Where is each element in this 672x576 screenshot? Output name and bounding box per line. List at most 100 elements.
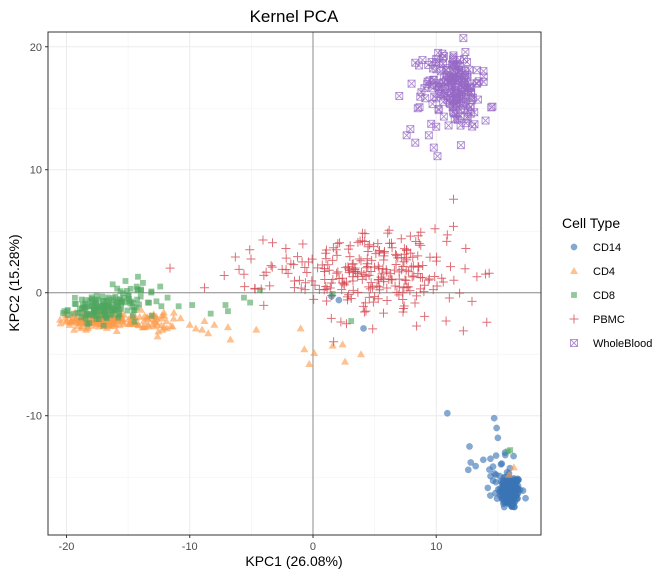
data-point-pbmc [399, 244, 409, 254]
legend-label: PBMC [593, 314, 625, 326]
data-point-pbmc [412, 321, 422, 331]
data-point-cd8 [84, 321, 91, 328]
data-point-cd4 [226, 335, 235, 343]
data-point-pbmc [365, 284, 375, 294]
data-point-pbmc [402, 245, 412, 255]
data-point-pbmc [455, 288, 465, 298]
data-point-pbmc [304, 257, 314, 267]
data-point-cd4 [296, 324, 305, 332]
data-point-pbmc [310, 280, 320, 290]
data-point-pbmc [373, 294, 383, 304]
data-point-pbmc [391, 251, 401, 261]
data-point-cd8 [114, 305, 121, 312]
data-point-cd14 [360, 324, 367, 332]
legend-label: WholeBlood [593, 338, 652, 350]
data-point-wholeblood [417, 88, 426, 97]
data-point-cd8 [131, 318, 138, 325]
data-point-pbmc [325, 283, 335, 293]
data-point-pbmc [398, 261, 408, 271]
data-point-cd8 [64, 312, 71, 318]
data-point-cd14 [443, 409, 451, 417]
data-point-pbmc [449, 275, 459, 285]
data-point-pbmc [200, 283, 210, 293]
y-axis-ticks: -10 0 10 20 [26, 42, 48, 423]
data-point-cd4 [111, 319, 120, 327]
data-point-cd4 [70, 325, 79, 333]
data-point-pbmc [300, 278, 310, 288]
data-point-cd14 [479, 456, 487, 464]
data-point-wholeblood [432, 65, 441, 74]
data-point-pbmc [392, 287, 402, 297]
data-point-pbmc [281, 253, 291, 263]
data-point-pbmc [344, 265, 354, 275]
y-tick-label: -10 [26, 411, 42, 423]
data-point-wholeblood [439, 59, 447, 68]
data-point-pbmc [448, 194, 458, 204]
data-point-cd14 [335, 296, 343, 304]
data-point-pbmc [370, 292, 380, 302]
data-point-pbmc [368, 324, 378, 334]
data-point-cd4 [159, 308, 168, 316]
data-point-pbmc [396, 234, 406, 244]
data-point-cd8 [98, 308, 105, 315]
data-point-cd4 [168, 322, 177, 330]
data-point-pbmc [320, 275, 330, 285]
data-point-pbmc [385, 269, 395, 279]
data-point-cd8 [108, 307, 115, 314]
data-point-pbmc [366, 267, 376, 277]
data-point-cd8 [329, 291, 336, 297]
data-point-pbmc [419, 287, 429, 297]
data-point-pbmc [259, 300, 269, 310]
data-point-cd14 [466, 443, 473, 450]
data-point-cd8 [135, 273, 141, 280]
data-point-pbmc [394, 274, 404, 284]
data-point-pbmc [267, 262, 277, 272]
data-point-pbmc [356, 256, 366, 266]
data-point-cd14 [490, 414, 498, 422]
data-point-pbmc [430, 272, 440, 282]
data-point-cd8 [158, 303, 165, 310]
data-point-cd8 [133, 283, 140, 290]
data-point-wholeblood [481, 116, 490, 125]
data-point-cd14 [464, 466, 472, 474]
data-point-cd14 [487, 455, 494, 463]
data-point-pbmc [293, 252, 303, 262]
data-point-pbmc [413, 269, 423, 279]
legend-item-cd4: CD4 [570, 266, 615, 278]
data-point-wholeblood [395, 92, 404, 100]
data-point-cd4 [138, 323, 147, 331]
data-point-pbmc [320, 266, 330, 276]
data-point-pbmc [446, 262, 456, 272]
data-point-pbmc [361, 271, 371, 281]
data-point-wholeblood [488, 102, 497, 111]
data-point-cd8 [222, 302, 229, 308]
data-point-wholeblood [467, 88, 476, 97]
data-point-pbmc [432, 281, 442, 291]
data-point-pbmc [437, 273, 447, 283]
data-point-cd14 [472, 462, 480, 470]
data-point-cd4 [136, 305, 145, 313]
data-point-pbmc [398, 307, 408, 317]
data-point-pbmc [467, 296, 477, 306]
data-point-pbmc [256, 284, 266, 294]
data-point-cd8 [504, 448, 511, 455]
data-point-wholeblood [451, 86, 460, 95]
data-point-pbmc [418, 260, 428, 270]
data-point-cd8 [82, 315, 89, 322]
data-point-cd8 [60, 310, 67, 316]
data-point-cd8 [105, 302, 112, 309]
data-point-pbmc [359, 307, 369, 317]
data-point-pbmc [281, 243, 291, 253]
data-point-cd8 [134, 287, 141, 294]
data-point-cd8 [157, 283, 164, 290]
data-point-cd4 [357, 350, 366, 358]
data-point-cd8 [144, 299, 151, 306]
data-point-cd8 [70, 310, 77, 317]
data-point-wholeblood [429, 143, 438, 152]
data-point-cd8 [207, 310, 214, 317]
data-point-cd4 [252, 325, 261, 333]
data-point-pbmc [368, 297, 378, 307]
data-point-pbmc [339, 279, 349, 289]
data-point-cd4 [162, 317, 171, 325]
